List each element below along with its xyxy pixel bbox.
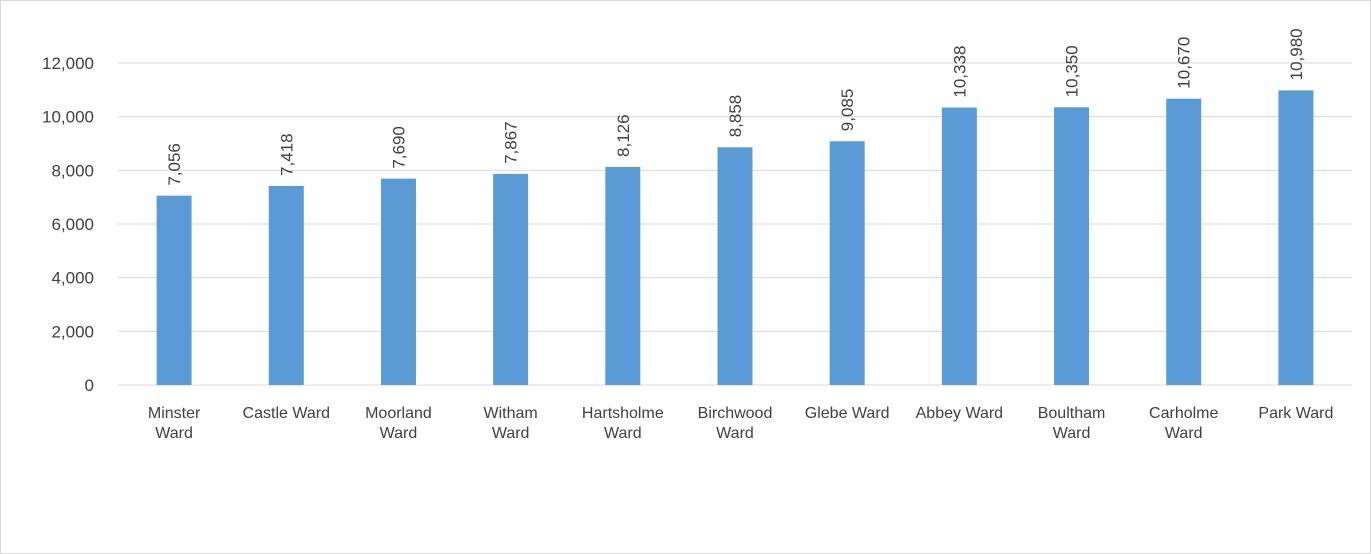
y-tick-label: 12,000	[42, 54, 94, 73]
x-category-label: Moorland	[365, 405, 432, 422]
bar	[829, 141, 865, 385]
data-label: 7,867	[502, 121, 521, 164]
x-category-label: Carholme	[1149, 405, 1218, 422]
x-category-label: Hartsholme	[582, 405, 664, 422]
y-tick-label: 10,000	[42, 108, 94, 127]
bar	[156, 195, 192, 385]
x-category-label: Birchwood	[698, 405, 773, 422]
data-label: 8,126	[614, 114, 633, 157]
x-category-label: Ward	[716, 425, 754, 442]
data-label: 8,858	[726, 95, 745, 138]
x-category-label: Ward	[380, 425, 418, 442]
bars	[156, 90, 1314, 386]
y-tick-label: 2,000	[51, 322, 94, 341]
x-category-label: Castle Ward	[243, 405, 330, 422]
data-label: 10,980	[1287, 28, 1306, 80]
y-axis-tick-labels: 0 2,000 4,000 6,000 8,000 10,000 12,000	[42, 54, 94, 395]
data-label: 10,670	[1175, 37, 1194, 89]
bar	[717, 147, 753, 385]
x-category-label: Park Ward	[1258, 405, 1333, 422]
bar	[1166, 98, 1202, 386]
bar	[1278, 90, 1314, 386]
y-tick-label: 0	[85, 376, 94, 395]
y-tick-label: 6,000	[51, 215, 94, 234]
data-label: 7,418	[277, 133, 296, 176]
data-label: 7,056	[165, 143, 184, 186]
y-tick-label: 8,000	[51, 161, 94, 180]
x-category-label: Witham	[484, 405, 538, 422]
bar	[1054, 107, 1090, 386]
x-category-label: Ward	[492, 425, 530, 442]
x-category-label: Ward	[1165, 425, 1203, 442]
x-category-label: Minster	[148, 405, 201, 422]
y-tick-label: 4,000	[51, 269, 94, 288]
bar	[941, 107, 977, 386]
data-label: 10,338	[950, 46, 969, 98]
bar	[380, 178, 416, 385]
bar	[493, 173, 529, 385]
data-label: 10,350	[1063, 45, 1082, 97]
x-category-label: Abbey Ward	[916, 405, 1003, 422]
x-category-label: Ward	[1053, 425, 1091, 442]
x-category-label: Ward	[604, 425, 642, 442]
bar	[605, 166, 641, 385]
x-category-label: Glebe Ward	[805, 405, 890, 422]
bar	[268, 185, 304, 385]
data-labels: 7,056 7,418 7,690 7,867 8,126 8,858 9,085 10,33…	[165, 28, 1306, 185]
data-label: 7,690	[389, 126, 408, 169]
x-category-label: Ward	[155, 425, 193, 442]
data-label: 9,085	[838, 89, 857, 132]
x-category-label: Boultham	[1038, 405, 1106, 422]
x-axis-category-labels: Minster Ward Castle Ward Moorland Ward Witham…	[148, 405, 1334, 442]
